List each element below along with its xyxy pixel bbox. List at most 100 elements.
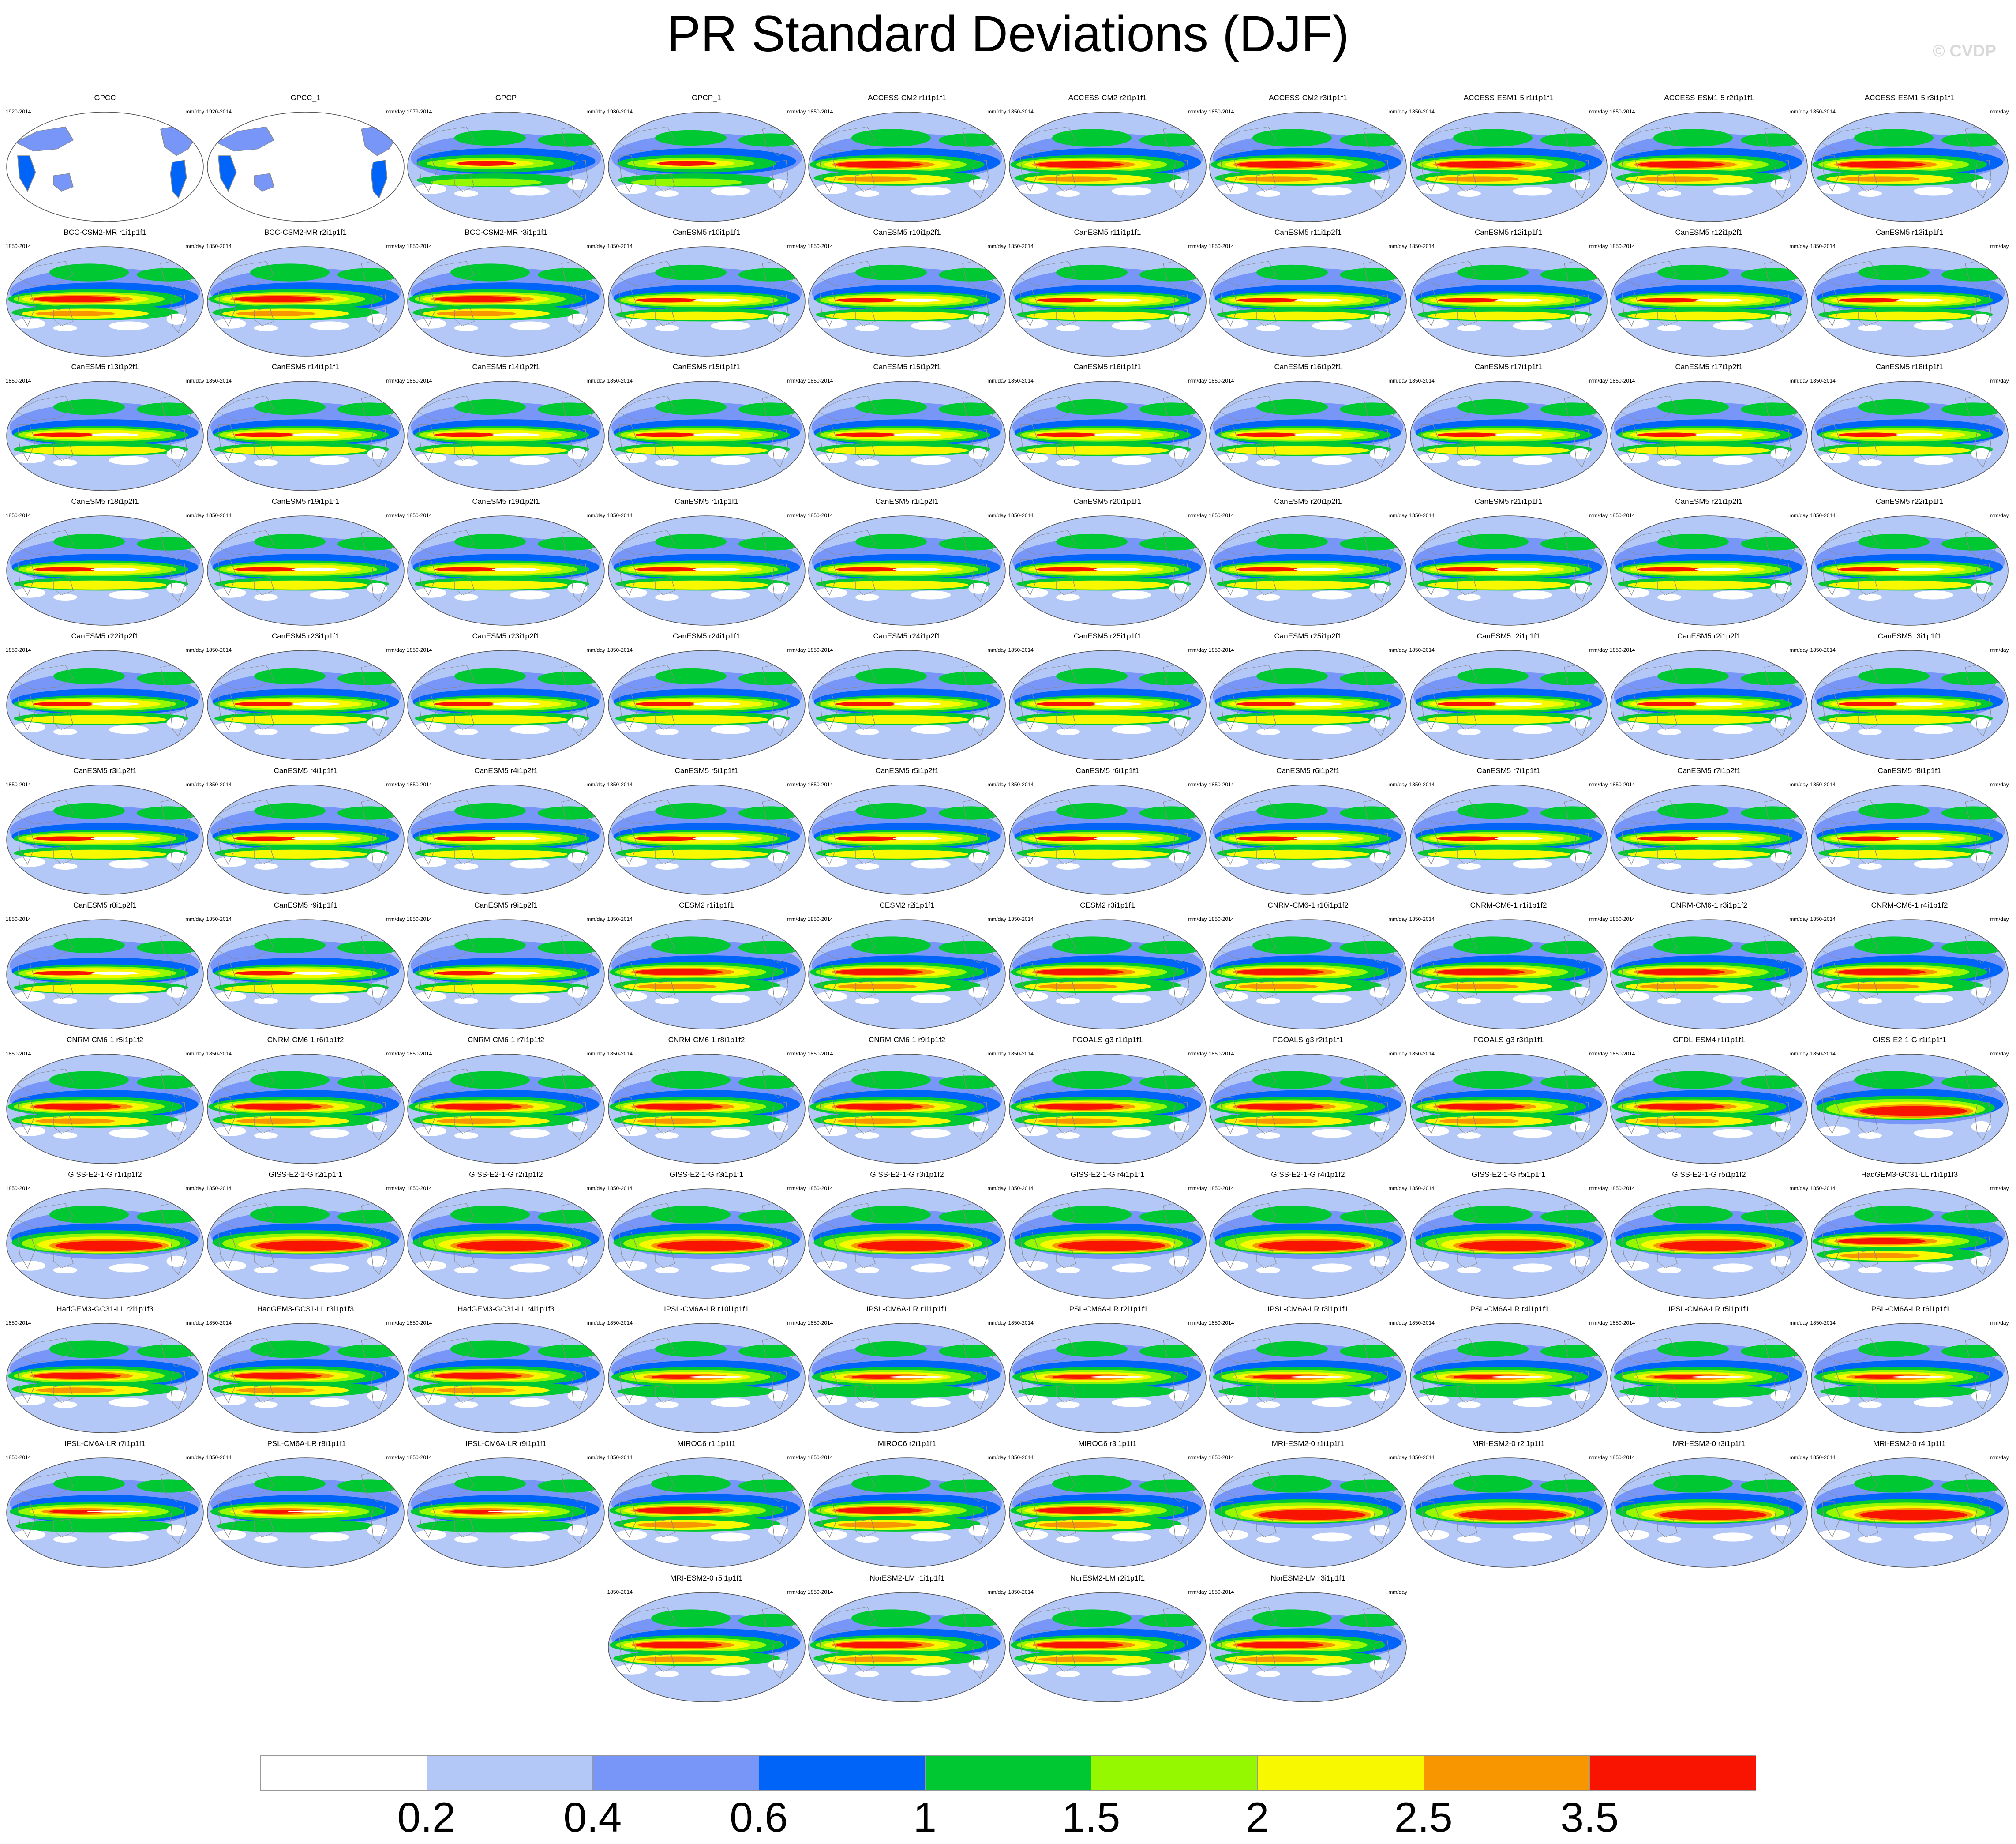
panel-title: HadGEM3-GC31-LL r2i1p1f3 bbox=[56, 1305, 154, 1313]
panel-title: CanESM5 r19i1p1f1 bbox=[271, 497, 340, 506]
panel-title: CanESM5 r8i1p2f1 bbox=[73, 901, 137, 909]
panel-unit: mm/day bbox=[386, 243, 405, 249]
panel-unit: mm/day bbox=[787, 378, 806, 384]
panel-period: 1850-2014 bbox=[1810, 1051, 1836, 1057]
map-panel: CanESM5 r14i1p2f1 1850-2014 mm/day bbox=[407, 363, 605, 495]
panel-unit: mm/day bbox=[787, 109, 806, 115]
panel-unit: mm/day bbox=[1388, 1589, 1407, 1595]
panel-title: CanESM5 r20i1p1f1 bbox=[1073, 497, 1142, 506]
panel-title: IPSL-CM6A-LR r5i1p1f1 bbox=[1668, 1305, 1750, 1313]
colorbar-tick-label: 0.2 bbox=[397, 1794, 456, 1841]
panel-title: BCC-CSM2-MR r2i1p1f1 bbox=[264, 228, 347, 237]
world-map bbox=[607, 1592, 806, 1702]
panel-title: CanESM5 r5i1p2f1 bbox=[875, 766, 939, 775]
panel-unit: mm/day bbox=[987, 1589, 1006, 1595]
map-panel: IPSL-CM6A-LR r4i1p1f1 1850-2014 mm/day bbox=[1409, 1305, 1608, 1437]
panel-unit: mm/day bbox=[586, 647, 605, 653]
panel-title: CNRM-CM6-1 r6i1p1f2 bbox=[267, 1036, 344, 1044]
panel-title: CanESM5 r16i1p1f1 bbox=[1073, 363, 1142, 371]
panel-period: 1850-2014 bbox=[1409, 109, 1435, 115]
panel-title: ACCESS-ESM1-5 r2i1p1f1 bbox=[1664, 94, 1754, 102]
map-panel: IPSL-CM6A-LR r3i1p1f1 1850-2014 mm/day bbox=[1209, 1305, 1407, 1437]
panel-title: CanESM5 r9i1p2f1 bbox=[474, 901, 538, 909]
panel-title: HadGEM3-GC31-LL r4i1p1f3 bbox=[457, 1305, 555, 1313]
map-panel: CanESM5 r3i1p2f1 1850-2014 mm/day bbox=[6, 766, 204, 899]
panel-period: 1850-2014 bbox=[607, 243, 633, 249]
world-map bbox=[808, 919, 1006, 1029]
panel-period: 1850-2014 bbox=[1209, 1454, 1234, 1461]
panel-period: 1850-2014 bbox=[1008, 378, 1034, 384]
panel-period: 1850-2014 bbox=[407, 916, 432, 922]
panel-period: 1850-2014 bbox=[407, 378, 432, 384]
panel-unit: mm/day bbox=[586, 512, 605, 518]
panel-unit: mm/day bbox=[586, 1454, 605, 1461]
panel-title: GPCP_1 bbox=[691, 94, 722, 102]
map-panel: MRI-ESM2-0 r1i1p1f1 1850-2014 mm/day bbox=[1209, 1439, 1407, 1572]
panel-unit: mm/day bbox=[1388, 512, 1407, 518]
panel-title: CanESM5 r24i1p2f1 bbox=[873, 632, 941, 640]
panel-title: GISS-E2-1-G r2i1p1f2 bbox=[469, 1170, 543, 1179]
panel-period: 1850-2014 bbox=[1409, 378, 1435, 384]
world-map bbox=[1810, 650, 2009, 760]
world-map bbox=[1810, 1054, 2009, 1164]
panel-period: 1850-2014 bbox=[1810, 243, 1836, 249]
world-map bbox=[206, 785, 405, 895]
panel-period: 1850-2014 bbox=[1008, 109, 1034, 115]
world-map bbox=[808, 1054, 1006, 1164]
panel-period: 1850-2014 bbox=[407, 1051, 432, 1057]
panel-unit: mm/day bbox=[1188, 1185, 1207, 1191]
colorbar-tick-label: 1.5 bbox=[1062, 1794, 1120, 1841]
panel-title: CanESM5 r24i1p1f1 bbox=[672, 632, 741, 640]
panel-period: 1850-2014 bbox=[607, 916, 633, 922]
world-map bbox=[1810, 919, 2009, 1029]
map-panel: CanESM5 r6i1p1f1 1850-2014 mm/day bbox=[1008, 766, 1207, 899]
panel-title: CanESM5 r2i1p2f1 bbox=[1677, 632, 1741, 640]
panel-title: CanESM5 r2i1p1f1 bbox=[1476, 632, 1540, 640]
world-map bbox=[1008, 919, 1207, 1029]
panel-period: 1850-2014 bbox=[1610, 1320, 1635, 1326]
panel-unit: mm/day bbox=[1589, 1320, 1608, 1326]
world-map bbox=[206, 1054, 405, 1164]
map-panel: CanESM5 r16i1p2f1 1850-2014 mm/day bbox=[1209, 363, 1407, 495]
world-map bbox=[1209, 1323, 1407, 1433]
panel-title: GFDL-ESM4 r1i1p1f1 bbox=[1673, 1036, 1745, 1044]
panel-title: HadGEM3-GC31-LL r1i1p1f3 bbox=[1861, 1170, 1958, 1179]
panel-period: 1850-2014 bbox=[1810, 512, 1836, 518]
panel-title: CanESM5 r21i1p2f1 bbox=[1675, 497, 1743, 506]
panel-title: CanESM5 r22i1p1f1 bbox=[1875, 497, 1944, 506]
world-map bbox=[1008, 112, 1207, 222]
panel-period: 1850-2014 bbox=[1209, 109, 1234, 115]
world-map bbox=[206, 381, 405, 491]
world-map bbox=[407, 1457, 605, 1568]
map-panel: CanESM5 r25i1p1f1 1850-2014 mm/day bbox=[1008, 632, 1207, 764]
map-panel: CNRM-CM6-1 r8i1p1f2 1850-2014 mm/day bbox=[607, 1036, 806, 1168]
world-map bbox=[808, 112, 1006, 222]
panel-period: 1850-2014 bbox=[1008, 1051, 1034, 1057]
world-map bbox=[808, 246, 1006, 357]
panel-title: CNRM-CM6-1 r9i1p1f2 bbox=[869, 1036, 945, 1044]
world-map bbox=[1209, 1457, 1407, 1568]
panel-unit: mm/day bbox=[1589, 916, 1608, 922]
map-panel: CNRM-CM6-1 r1i1p1f2 1850-2014 mm/day bbox=[1409, 901, 1608, 1033]
panel-unit: mm/day bbox=[185, 781, 204, 788]
colorbar-swatch bbox=[759, 1755, 926, 1791]
panel-title: IPSL-CM6A-LR r7i1p1f1 bbox=[64, 1439, 146, 1448]
panel-title: CanESM5 r10i1p1f1 bbox=[672, 228, 741, 237]
panel-unit: mm/day bbox=[787, 1051, 806, 1057]
world-map bbox=[607, 515, 806, 626]
world-map bbox=[1409, 1323, 1608, 1433]
panel-unit: mm/day bbox=[1789, 781, 1808, 788]
world-map bbox=[1008, 785, 1207, 895]
map-panel: IPSL-CM6A-LR r9i1p1f1 1850-2014 mm/day bbox=[407, 1439, 605, 1572]
panel-period: 1850-2014 bbox=[1209, 647, 1234, 653]
panel-title: CanESM5 r6i1p2f1 bbox=[1276, 766, 1340, 775]
colorbar-swatch bbox=[1423, 1755, 1590, 1791]
panel-unit: mm/day bbox=[987, 243, 1006, 249]
panel-title: MIROC6 r1i1p1f1 bbox=[677, 1439, 736, 1448]
map-panel: GISS-E2-1-G r4i1p1f1 1850-2014 mm/day bbox=[1008, 1170, 1207, 1303]
panel-unit: mm/day bbox=[1388, 378, 1407, 384]
map-panel: CESM2 r3i1p1f1 1850-2014 mm/day bbox=[1008, 901, 1207, 1033]
panel-title: IPSL-CM6A-LR r8i1p1f1 bbox=[265, 1439, 346, 1448]
panel-unit: mm/day bbox=[185, 109, 204, 115]
panel-period: 1850-2014 bbox=[1810, 781, 1836, 788]
